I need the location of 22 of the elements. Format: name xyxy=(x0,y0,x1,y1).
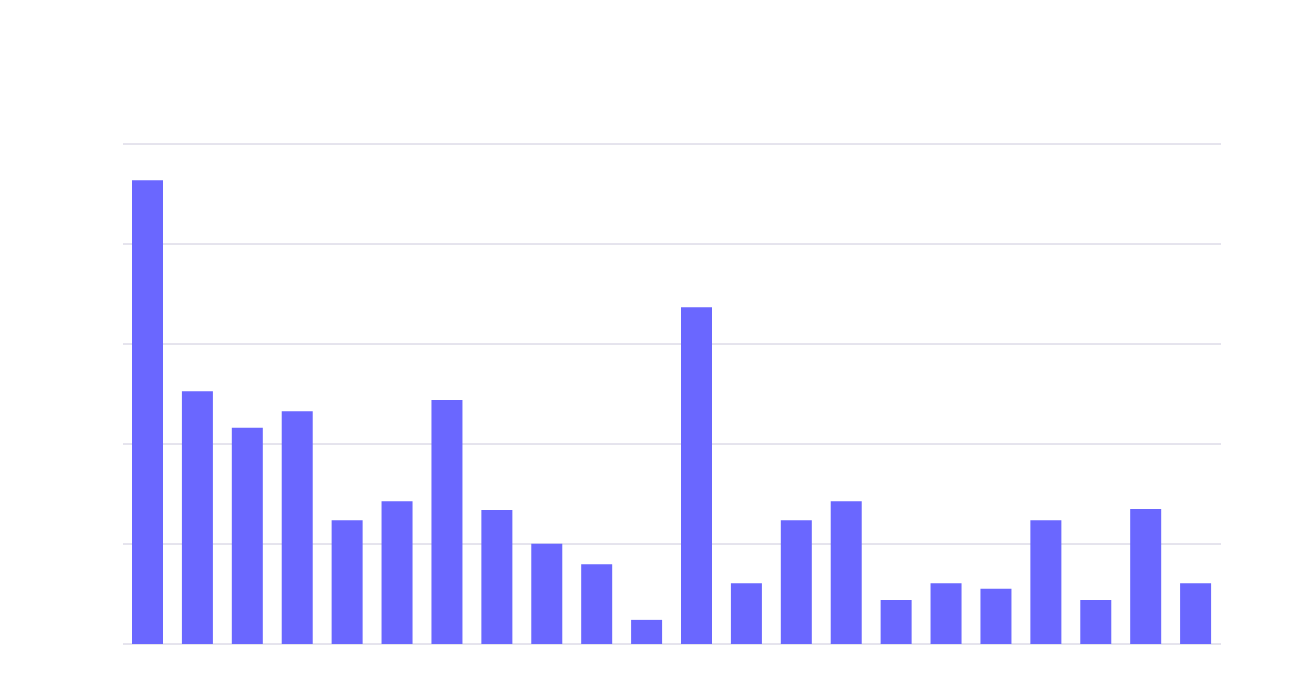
bar xyxy=(231,427,263,644)
bar xyxy=(681,307,712,644)
bar xyxy=(281,411,313,644)
bar xyxy=(531,543,563,644)
bar xyxy=(631,619,663,644)
bar xyxy=(1030,520,1062,644)
bar xyxy=(431,400,463,644)
bar xyxy=(381,501,413,644)
bar xyxy=(1180,583,1212,644)
bar xyxy=(181,391,213,644)
bar xyxy=(132,180,163,644)
bar xyxy=(1080,599,1112,644)
bar xyxy=(880,599,912,644)
bar xyxy=(930,583,962,644)
bar xyxy=(481,509,513,644)
bar xyxy=(1130,509,1162,644)
bar xyxy=(331,520,363,644)
bar xyxy=(780,520,812,644)
bar xyxy=(581,564,613,644)
bar xyxy=(980,588,1012,644)
bar xyxy=(830,501,862,644)
bar xyxy=(730,583,762,644)
